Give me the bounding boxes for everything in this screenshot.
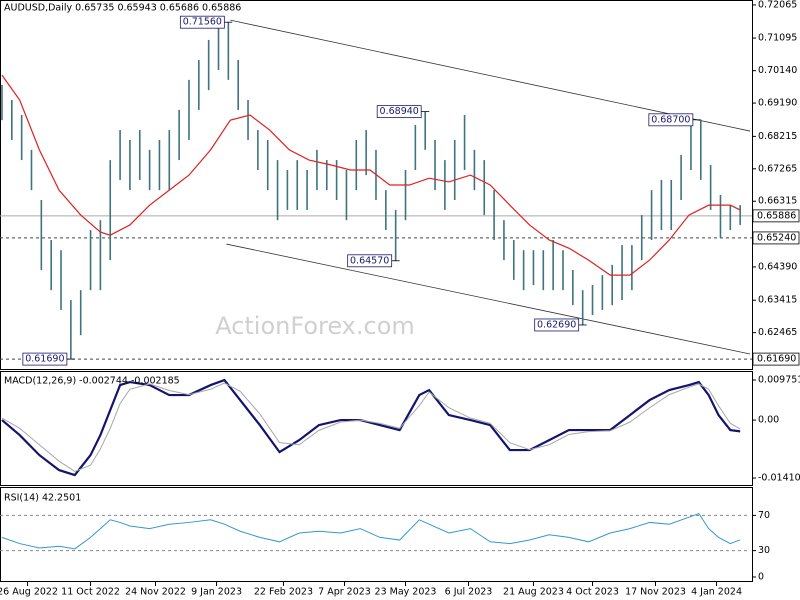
x-tick-label: 4 Jan 2024: [691, 587, 742, 598]
x-tick-label: 7 Apr 2023: [318, 587, 371, 598]
annotation-box: [22, 352, 68, 366]
y-tick-label: 0.62465: [758, 327, 797, 338]
series-line: [1, 74, 741, 276]
y-tick-label: 0.67265: [758, 163, 797, 174]
rsi-panel-frame: [0, 487, 753, 582]
panel-title: AUDUSD,Daily 0.65735 0.65943 0.65686 0.6…: [4, 3, 241, 14]
annotation-box: [179, 15, 225, 29]
y-tick-label: 0.00: [758, 415, 779, 426]
annotation-box: [376, 105, 422, 119]
level-label: 0.65240: [757, 232, 796, 243]
series-line: [1, 378, 741, 477]
level-label: 0.61690: [757, 354, 796, 365]
x-tick-label: 11 Oct 2022: [61, 587, 120, 598]
x-tick-label: 26 Aug 2022: [0, 587, 58, 598]
channel-line: [230, 19, 751, 132]
price-panel-frame: [0, 0, 753, 370]
y-tick-label: 0.64390: [758, 261, 797, 272]
y-tick-label: 30: [758, 545, 770, 556]
annotation-label: 0.68940: [380, 106, 419, 117]
y-tick-label: 0.63415: [758, 295, 797, 306]
annotation-label: 0.64570: [350, 255, 389, 266]
y-tick-label: 0.71095: [758, 33, 797, 44]
series-line: [1, 513, 741, 550]
y-tick-label: 0.66315: [758, 196, 797, 207]
series-line: [1, 382, 741, 472]
annotation-box: [534, 318, 580, 332]
x-tick-label: 22 Feb 2023: [254, 587, 313, 598]
annotation-label: 0.68700: [651, 114, 690, 125]
x-tick-label: 17 Nov 2023: [625, 587, 686, 598]
x-tick-label: 21 Aug 2023: [503, 587, 564, 598]
level-label-box: [752, 352, 800, 366]
y-tick-label: 0.69190: [758, 98, 797, 109]
panel-title: RSI(14) 42.2501: [4, 493, 81, 504]
annotation-label: 0.61690: [25, 354, 64, 365]
x-tick-label: 6 Jul 2023: [445, 587, 493, 598]
watermark: ActionForex.com: [215, 312, 415, 340]
y-tick-label: -0.014107: [758, 473, 800, 484]
x-tick-label: 23 May 2023: [375, 587, 437, 598]
annotation-label: 0.71560: [183, 17, 222, 28]
y-tick-label: 70: [758, 510, 770, 521]
y-tick-label: 0.009751: [758, 375, 800, 386]
x-tick-label: 4 Oct 2023: [566, 587, 619, 598]
y-tick-label: 0.72065: [758, 0, 797, 10]
annotation-box: [347, 254, 393, 268]
channel-line: [226, 243, 751, 355]
level-label-box: [752, 209, 800, 223]
x-tick-label: 9 Jan 2023: [191, 587, 242, 598]
annotation-box: [648, 113, 694, 127]
y-tick-label: 0: [758, 572, 764, 583]
level-label: 0.65886: [757, 210, 796, 221]
annotation-label: 0.62690: [537, 319, 576, 330]
panel-title: MACD(12,26,9) -0.002744 -0.002185: [4, 376, 180, 387]
y-tick-label: 0.70140: [758, 65, 797, 76]
level-label-box: [752, 231, 800, 245]
x-tick-label: 24 Nov 2022: [125, 587, 186, 598]
y-tick-label: 0.68215: [758, 131, 797, 142]
macd-panel-frame: [0, 371, 753, 486]
